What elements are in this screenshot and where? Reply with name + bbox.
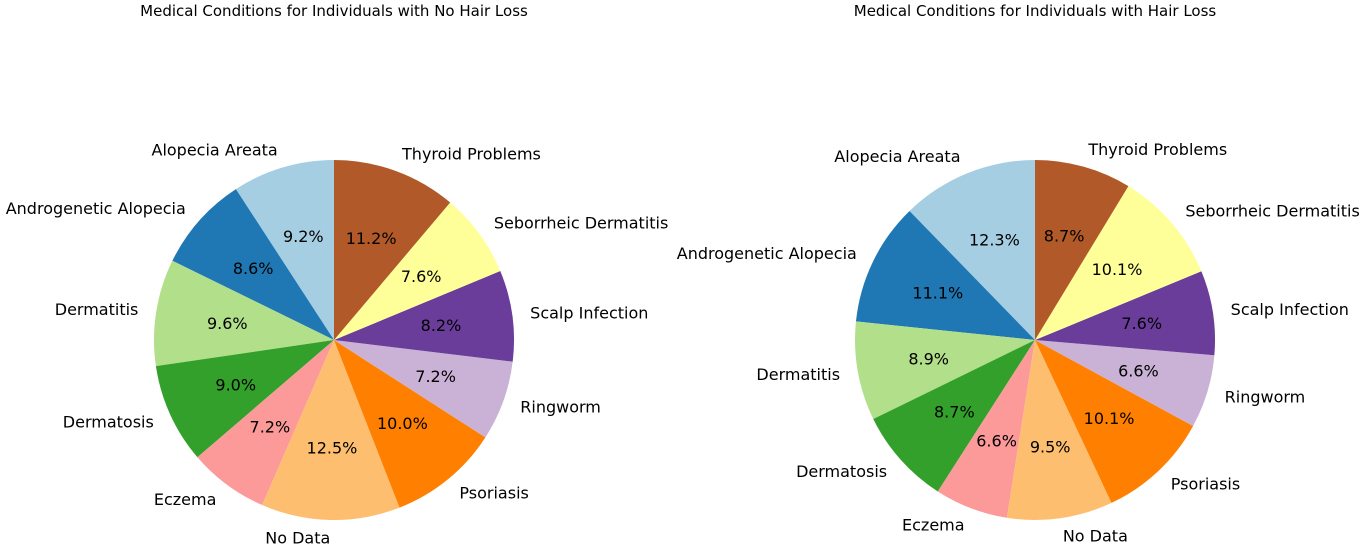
pie-slice-hair-loss-alopecia-areata <box>909 160 1035 340</box>
slice-label-no-hair-loss-no-data: No Data <box>265 528 330 547</box>
pie-slice-no-hair-loss-no-data <box>262 340 400 520</box>
pct-label-no-hair-loss-psoriasis: 10.0% <box>377 414 428 433</box>
pct-label-no-hair-loss-thyroid-problems: 11.2% <box>346 229 397 248</box>
pct-label-hair-loss-ringworm: 6.6% <box>1118 362 1159 381</box>
pie-slice-hair-loss-no-data <box>1006 340 1112 521</box>
pie-chart-hair-loss: 12.3% Alopecia Areata 11.1% Androgenetic Al… <box>677 2 1360 546</box>
pct-label-hair-loss-no-data: 9.5% <box>1030 437 1071 456</box>
slice-label-no-hair-loss-androgenetic-alopecia: Androgenetic Alopecia <box>6 199 186 218</box>
pct-label-hair-loss-thyroid-problems: 8.7% <box>1044 226 1085 245</box>
pct-label-hair-loss-dermatitis: 8.9% <box>908 349 949 368</box>
pie-slice-hair-loss-thyroid-problems <box>1035 160 1129 340</box>
pct-label-hair-loss-androgenetic-alopecia: 11.1% <box>912 283 963 302</box>
pct-label-hair-loss-seborrheic-dermatitis: 10.1% <box>1092 260 1143 279</box>
pct-label-no-hair-loss-scalp-infection: 8.2% <box>421 316 462 335</box>
pie-slice-hair-loss-psoriasis <box>1035 340 1194 503</box>
pct-label-no-hair-loss-dermatosis: 9.0% <box>215 375 256 394</box>
pct-label-hair-loss-scalp-infection: 7.6% <box>1121 314 1162 333</box>
slice-label-no-hair-loss-dermatosis: Dermatosis <box>63 413 154 432</box>
slice-label-hair-loss-androgenetic-alopecia: Androgenetic Alopecia <box>677 244 857 263</box>
slice-label-hair-loss-scalp-infection: Scalp Infection <box>1231 300 1349 319</box>
pie-slice-no-hair-loss-psoriasis <box>334 340 486 508</box>
slice-label-hair-loss-no-data: No Data <box>1063 527 1128 546</box>
pct-label-no-hair-loss-eczema: 7.2% <box>250 417 291 436</box>
pie-slice-no-hair-loss-dermatitis <box>153 260 334 367</box>
pct-label-no-hair-loss-dermatitis: 9.6% <box>207 314 248 333</box>
pct-label-no-hair-loss-ringworm: 7.2% <box>415 367 456 386</box>
pct-label-no-hair-loss-no-data: 12.5% <box>307 438 358 457</box>
slice-label-no-hair-loss-scalp-infection: Scalp Infection <box>530 304 648 323</box>
slice-label-hair-loss-alopecia-areata: Alopecia Areata <box>834 147 960 166</box>
pie-slice-no-hair-loss-thyroid-problems <box>334 160 451 340</box>
slice-label-hair-loss-psoriasis: Psoriasis <box>1171 475 1240 494</box>
slice-label-no-hair-loss-thyroid-problems: Thyroid Problems <box>401 145 541 164</box>
slice-label-hair-loss-dermatitis: Dermatitis <box>756 365 840 384</box>
pie-chart-no-hair-loss: 9.2% Alopecia Areata 8.6% Androgenetic Alop… <box>6 2 669 547</box>
pie-slice-no-hair-loss-ringworm <box>334 340 513 438</box>
pie-slice-hair-loss-dermatosis <box>873 340 1035 492</box>
pie-slice-no-hair-loss-scalp-infection <box>334 271 514 362</box>
slice-label-hair-loss-dermatosis: Dermatosis <box>796 462 887 481</box>
slice-label-no-hair-loss-ringworm: Ringworm <box>520 398 601 417</box>
pct-label-hair-loss-dermatosis: 8.7% <box>934 402 975 421</box>
pct-label-no-hair-loss-alopecia-areata: 9.2% <box>283 227 324 246</box>
pie-slice-hair-loss-ringworm <box>1035 340 1215 427</box>
pie-slice-hair-loss-eczema <box>937 340 1035 518</box>
pie-slice-hair-loss-scalp-infection <box>1035 271 1215 356</box>
pct-label-hair-loss-eczema: 6.6% <box>976 431 1017 450</box>
slice-label-hair-loss-eczema: Eczema <box>902 516 965 535</box>
pie-slice-no-hair-loss-androgenetic-alopecia <box>172 189 334 340</box>
pie-slice-hair-loss-dermatitis <box>854 321 1035 420</box>
chart-title-hair-loss: Medical Conditions for Individuals with … <box>854 2 1217 20</box>
slice-label-no-hair-loss-seborrheic-dermatitis: Seborrheic Dermatitis <box>494 214 668 233</box>
pie-slice-hair-loss-androgenetic-alopecia <box>855 210 1035 340</box>
pie-slice-no-hair-loss-seborrheic-dermatitis <box>334 202 501 340</box>
slice-label-hair-loss-thyroid-problems: Thyroid Problems <box>1087 140 1227 159</box>
slice-label-no-hair-loss-eczema: Eczema <box>154 490 217 509</box>
slice-label-hair-loss-seborrheic-dermatitis: Seborrheic Dermatitis <box>1185 202 1359 221</box>
pct-label-no-hair-loss-seborrheic-dermatitis: 7.6% <box>401 267 442 286</box>
slice-label-no-hair-loss-dermatitis: Dermatitis <box>55 300 139 319</box>
pct-label-hair-loss-alopecia-areata: 12.3% <box>969 230 1020 249</box>
pie-slice-hair-loss-seborrheic-dermatitis <box>1035 186 1202 340</box>
pie-slice-no-hair-loss-dermatosis <box>155 340 334 458</box>
chart-title-no-hair-loss: Medical Conditions for Individuals with … <box>140 2 528 20</box>
slice-label-no-hair-loss-psoriasis: Psoriasis <box>459 484 528 503</box>
slice-label-no-hair-loss-alopecia-areata: Alopecia Areata <box>152 141 278 160</box>
slice-label-hair-loss-ringworm: Ringworm <box>1225 387 1306 406</box>
pie-slice-no-hair-loss-eczema <box>197 340 334 506</box>
pie-slice-no-hair-loss-alopecia-areata <box>235 160 334 340</box>
pct-label-hair-loss-psoriasis: 10.1% <box>1084 409 1135 428</box>
pct-label-no-hair-loss-androgenetic-alopecia: 8.6% <box>233 259 274 278</box>
